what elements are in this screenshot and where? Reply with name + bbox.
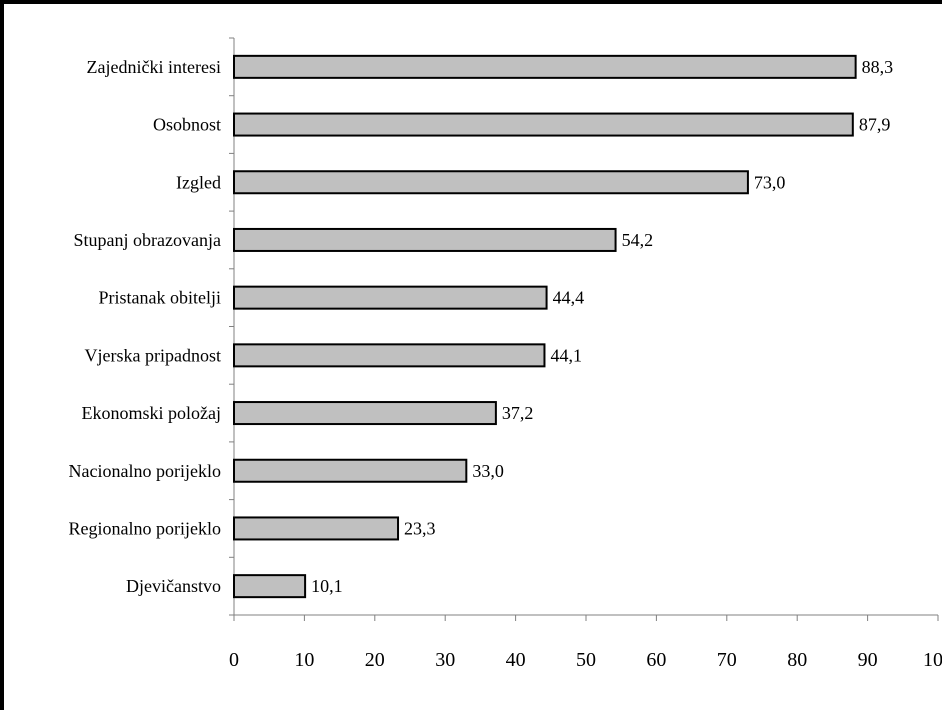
- x-tick-label: 10: [294, 649, 314, 671]
- x-tick-label: 90: [858, 649, 878, 671]
- category-label: Vjerska pripadnost: [85, 345, 221, 365]
- category-label: Izgled: [176, 172, 221, 192]
- x-tick-label: 80: [787, 649, 807, 671]
- x-tick-label: 100: [923, 649, 942, 671]
- data-label: 10,1: [311, 576, 343, 596]
- data-label: 37,2: [502, 403, 534, 423]
- category-label: Djevičanstvo: [126, 576, 221, 596]
- bar: [233, 170, 749, 195]
- category-label: Nacionalno porijeklo: [69, 461, 221, 481]
- category-label: Zajednički interesi: [87, 57, 221, 77]
- bar: [233, 343, 546, 368]
- x-tick-label: 30: [435, 649, 455, 671]
- data-label: 23,3: [404, 518, 436, 538]
- data-label: 33,0: [472, 461, 504, 481]
- category-label: Pristanak obitelji: [99, 288, 221, 308]
- category-label: Stupanj obrazovanja: [74, 230, 221, 250]
- bar: [233, 227, 617, 252]
- data-label: 87,9: [859, 115, 891, 135]
- bar: [233, 112, 854, 137]
- data-labels-group: 88,3 87,9 73,0 54,2 44,4 44,1 37,2 33,0 23,3 10,1: [311, 57, 893, 596]
- data-label: 44,4: [553, 288, 585, 308]
- category-label: Regionalno porijeklo: [69, 518, 221, 538]
- data-label: 44,1: [550, 345, 582, 365]
- bar: [233, 574, 307, 599]
- bars-group: [233, 54, 857, 599]
- bar: [233, 458, 468, 483]
- x-tick-label: 70: [717, 649, 737, 671]
- x-tick-label: 20: [365, 649, 385, 671]
- bar: [233, 54, 857, 79]
- data-label: 88,3: [862, 57, 894, 77]
- x-tick-label: 50: [576, 649, 596, 671]
- y-ticks-group: [229, 37, 234, 616]
- data-label: 54,2: [622, 230, 654, 250]
- x-ticks-group: 0 10 20 30 40 50 60 70 80 90 100: [229, 615, 942, 671]
- x-tick-label: 0: [229, 649, 239, 671]
- category-label: Ekonomski položaj: [82, 403, 221, 423]
- bar: [233, 516, 400, 541]
- category-labels-group: Zajednički interesi Osobnost Izgled Stupanj…: [69, 57, 221, 596]
- category-label: Osobnost: [153, 115, 221, 135]
- x-tick-label: 60: [646, 649, 666, 671]
- bar: [233, 285, 548, 310]
- x-tick-label: 40: [506, 649, 526, 671]
- data-label: 73,0: [754, 172, 786, 192]
- bar: [233, 401, 497, 426]
